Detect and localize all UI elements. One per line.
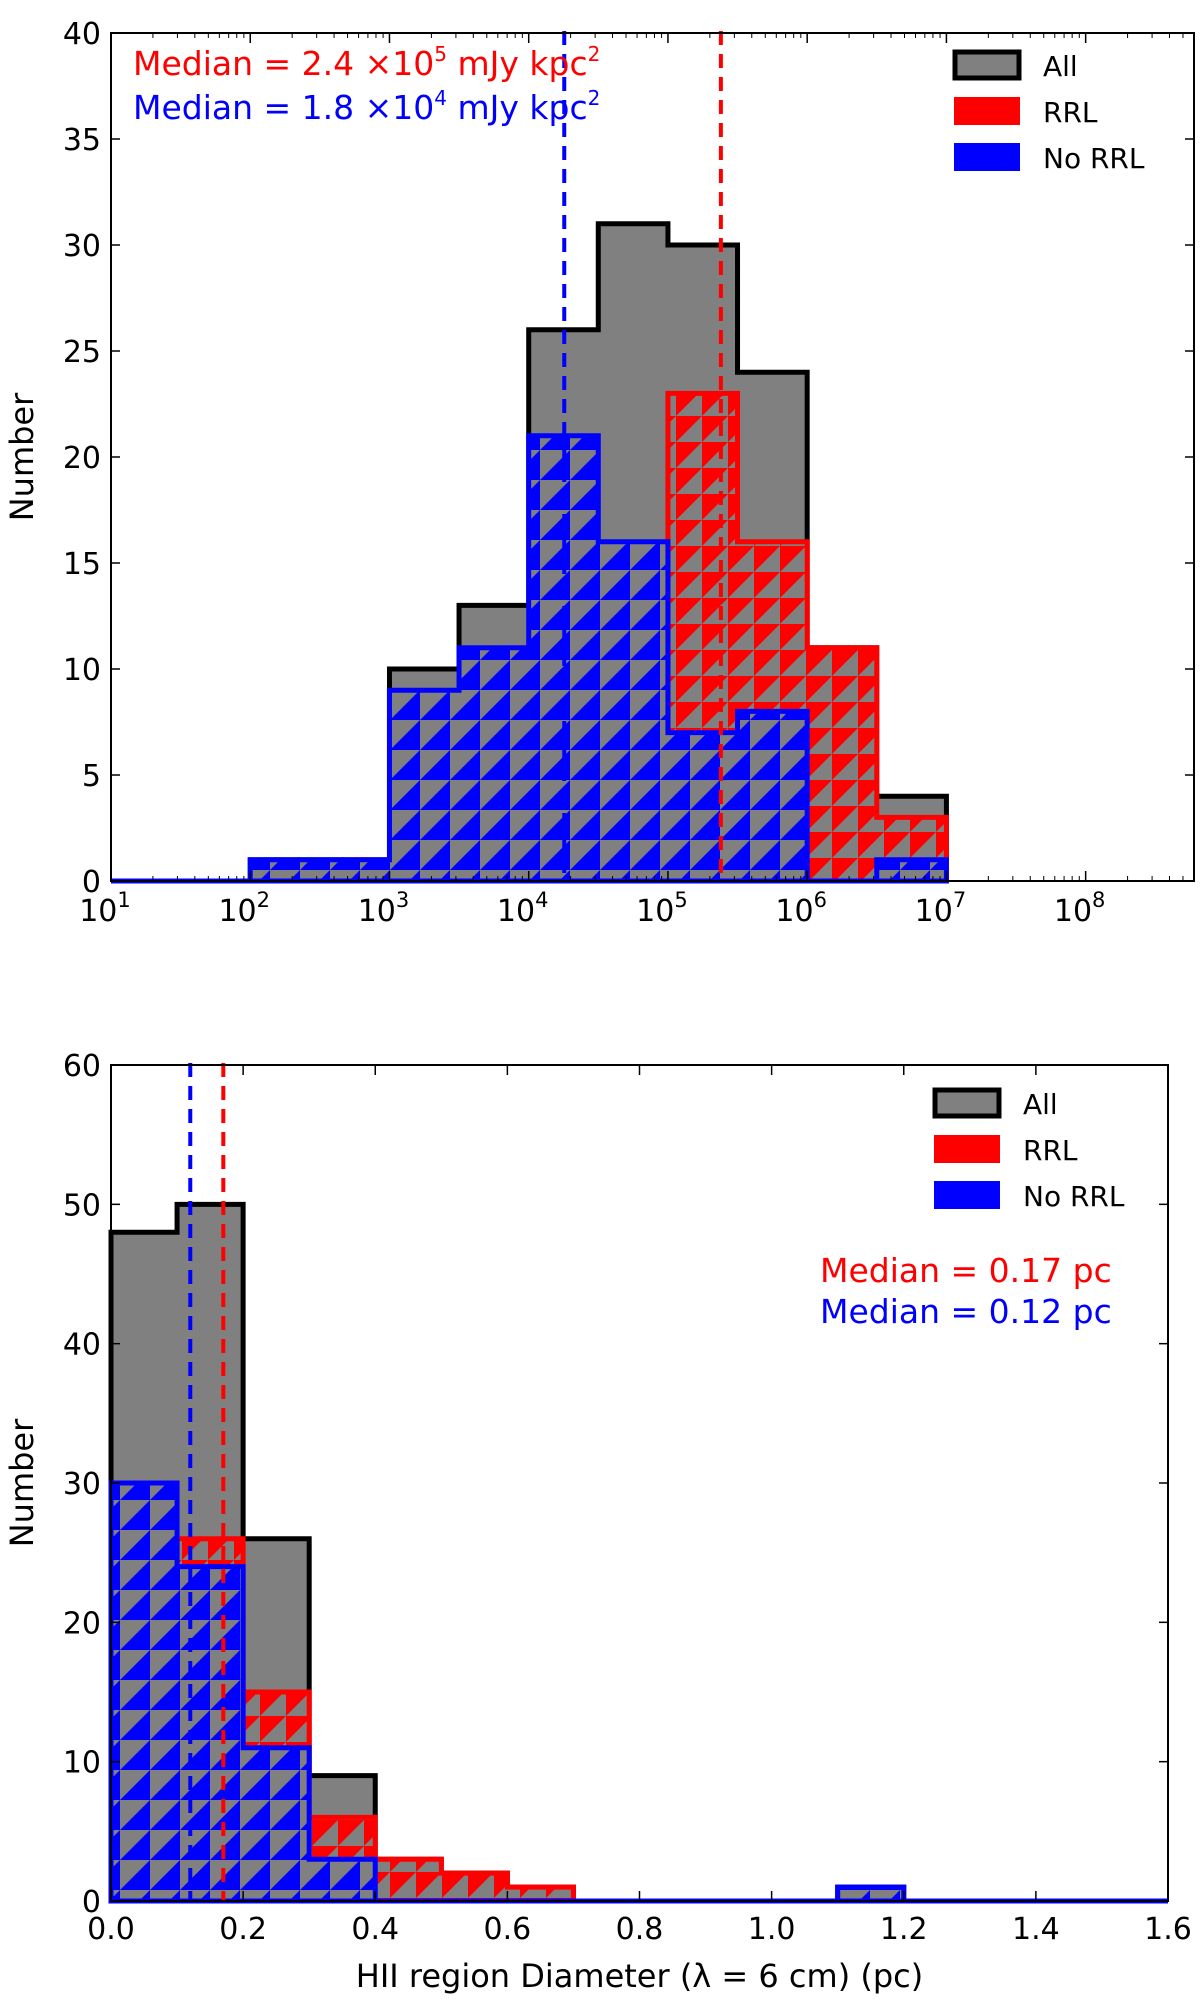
y-tick-label: 15: [63, 547, 101, 582]
y-tick-label: 60: [63, 1049, 101, 1084]
x-tick-label: 107: [915, 888, 967, 929]
y-tick-label: 30: [63, 1467, 101, 1502]
x-axis-title: HII region Diameter (λ = 6 cm) (pc): [356, 1957, 923, 1995]
y-tick-label: 50: [63, 1188, 101, 1223]
x-tick-label: 102: [218, 888, 270, 929]
legend-swatch-all: [952, 49, 1022, 81]
x-tick-label: 104: [497, 888, 549, 929]
bottom-histogram: 0 10 20 30 40 50 60 0.0 0.2 0.4 0.6 0.8 1.0 1.2 1.4 1.6…: [3, 1049, 1192, 1995]
x-tick-label: 1.0: [748, 1912, 796, 1947]
x-tick-label: 0.6: [484, 1912, 532, 1947]
y-tick-label: 0: [82, 865, 101, 900]
median-label-rrl: Median = 2.4 ×105 mJy kpc2: [133, 42, 600, 83]
legend-swatch-no-rrl: [954, 143, 1020, 171]
legend-label: All: [1043, 50, 1078, 83]
x-tick-label: 1.6: [1144, 1912, 1192, 1947]
y-tick-label: 25: [63, 335, 101, 370]
legend-label: No RRL: [1023, 1180, 1125, 1213]
x-tick-label: 0.8: [616, 1912, 664, 1947]
x-tick-label: 106: [775, 888, 827, 929]
legend-swatch-rrl: [954, 97, 1020, 125]
x-tick-label: 0.0: [87, 1912, 135, 1947]
legend-swatch-all: [932, 1087, 1002, 1119]
y-tick-label: 0: [82, 1885, 101, 1920]
y-tick-label: 10: [63, 653, 101, 688]
legend-label: No RRL: [1043, 142, 1145, 175]
y-axis-title: Number: [3, 1418, 41, 1547]
x-tick-label: 101: [79, 888, 131, 929]
y-tick-label: 40: [63, 1328, 101, 1363]
x-tick-label: 108: [1054, 888, 1106, 929]
x-tick-label: 0.2: [219, 1912, 267, 1947]
y-tick-label: 10: [63, 1746, 101, 1781]
y-tick-label: 30: [63, 229, 101, 264]
y-axis-title: Number: [3, 392, 41, 521]
y-tick-label: 20: [63, 441, 101, 476]
legend-label: All: [1023, 1088, 1058, 1121]
x-tick-label: 1.2: [880, 1912, 928, 1947]
series-no-rrl: [111, 433, 949, 884]
legend-swatch-no-rrl: [934, 1181, 1000, 1209]
median-label-rrl: Median = 0.17 pc: [820, 1251, 1112, 1290]
legend-swatch-rrl: [934, 1135, 1000, 1163]
y-tick-label: 35: [63, 123, 101, 158]
median-label-no-rrl: Median = 0.12 pc: [820, 1292, 1112, 1331]
top-histogram: 0 5 10 15 20 25 30 35 40 101 102 103 104 105 106 107 108…: [3, 17, 1195, 929]
legend-label: RRL: [1043, 96, 1098, 129]
x-tick-label: 1.4: [1012, 1912, 1060, 1947]
y-tick-label: 20: [63, 1606, 101, 1641]
median-label-no-rrl: Median = 1.8 ×104 mJy kpc2: [133, 86, 600, 127]
x-tick-label: 103: [358, 888, 410, 929]
legend-label: RRL: [1023, 1134, 1078, 1167]
x-tick-label: 105: [636, 888, 688, 929]
y-tick-label: 40: [63, 17, 101, 52]
y-tick-label: 5: [82, 759, 101, 794]
x-tick-label: 0.4: [351, 1912, 399, 1947]
